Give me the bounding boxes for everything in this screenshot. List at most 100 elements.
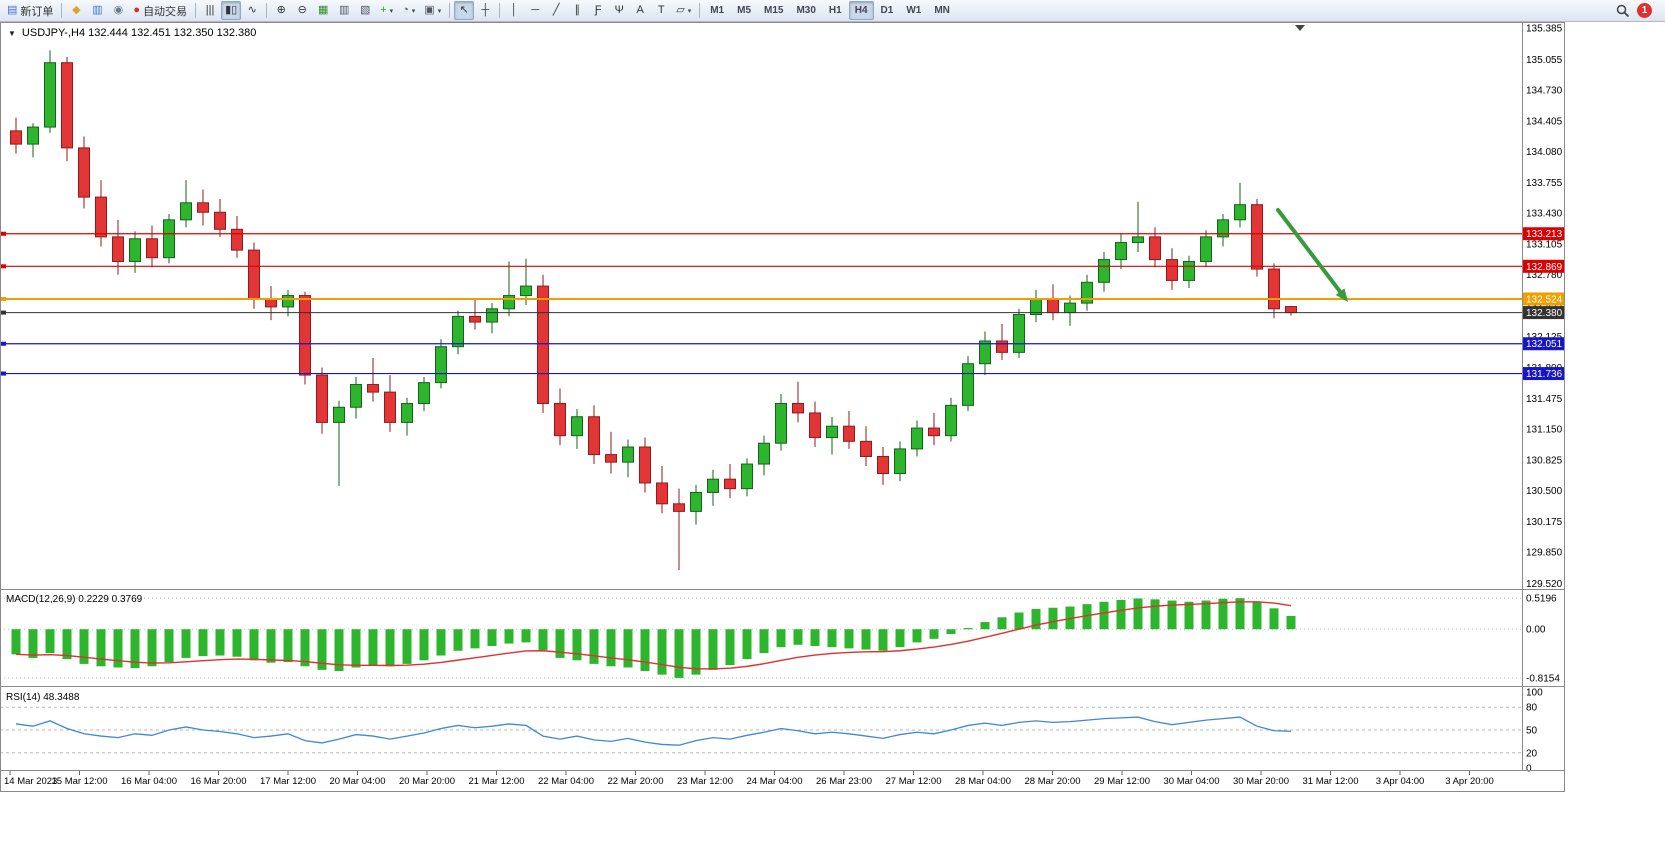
label-icon: T	[657, 4, 665, 16]
macd-histogram-bar	[1269, 608, 1279, 630]
indicators-button[interactable]: + ▾	[376, 1, 397, 20]
market-watch-button[interactable]: ▥	[87, 1, 107, 20]
price-axis-label: 131.475	[1526, 394, 1563, 405]
time-axis-label: 31 Mar 12:00	[1303, 776, 1359, 787]
hline-131.736[interactable]	[0, 371, 1522, 376]
candle-body	[333, 406, 345, 423]
timeframe-d1-button[interactable]: D1	[880, 5, 894, 16]
candle-body	[163, 219, 175, 259]
time-axis-label: 22 Mar 20:00	[608, 776, 664, 787]
mt4-terminal-window: ▤ 新订单 ◆ ▥ ◉ ● 自动交易 ||| ▮▯ ∿ ⊕ ⊖ ▦ ▥ ▧ + ▾ ◔ ▾ ▣ ▾ ↖ ┼ │ ─ ╱ ∥ Ƒ Ψ A T ▱…	[0, 0, 1665, 792]
zoom-out-button[interactable]: ⊖	[292, 1, 312, 20]
candle-body	[639, 446, 651, 484]
crosshair-button[interactable]: ┼	[475, 1, 495, 20]
timeframe-w1-button[interactable]: W1	[906, 5, 922, 16]
new-order-button[interactable]: ▤ 新订单	[3, 1, 57, 20]
candle-body	[1200, 236, 1212, 262]
mql5-community-button[interactable]: ◉	[108, 1, 128, 20]
templates-button[interactable]: ▣ ▾	[420, 1, 445, 20]
macd-panel[interactable]: MACD(12,26,9) 0.2229 0.3769 0.5196 0.00 -0.…	[0, 594, 1560, 685]
shapes-button[interactable]: ▱ ▾	[672, 1, 695, 20]
trendline-button[interactable]: ╱	[546, 1, 566, 20]
macd-histogram-bar	[1065, 606, 1075, 630]
crosshair-icon: ┼	[481, 4, 490, 16]
timeframe-h4-button[interactable]: H4	[848, 1, 874, 20]
vertical-line-button[interactable]: │	[504, 1, 524, 20]
candle-body	[384, 391, 396, 423]
andrews-pitchfork-button[interactable]: Ψ	[609, 1, 629, 20]
candle-body	[894, 448, 906, 475]
chart-shift-marker[interactable]	[1295, 25, 1305, 31]
candle-body	[1251, 204, 1263, 270]
candle-body	[860, 440, 872, 457]
svg-text:132.869: 132.869	[1526, 262, 1563, 273]
cascade-windows-button[interactable]: ▧	[355, 1, 375, 20]
tile-windows-icon: ▥	[338, 4, 350, 16]
candle-body	[877, 455, 889, 475]
hline-132.380[interactable]	[0, 310, 1522, 315]
macd-histogram-bar	[11, 629, 21, 655]
price-badge-132.051: 132.051	[1523, 337, 1565, 351]
candle-body	[758, 442, 770, 465]
hline-132.869[interactable]	[0, 264, 1522, 269]
search-button[interactable]	[1612, 1, 1634, 20]
tile-windows-button[interactable]: ▥	[334, 1, 354, 20]
timeframe-m30-button[interactable]: M30	[796, 5, 816, 16]
timeframe-m15-button[interactable]: M15	[764, 5, 784, 16]
macd-histogram-bar	[640, 629, 650, 672]
periods-button[interactable]: ◔ ▾	[398, 1, 419, 20]
price-axis-label: 130.500	[1526, 486, 1563, 497]
candle-body	[146, 238, 158, 259]
macd-histogram-bar	[28, 629, 38, 658]
toolbar-separator	[61, 3, 63, 18]
candlestick-series	[10, 50, 1297, 571]
candle-body	[911, 427, 923, 450]
candle-body	[741, 463, 753, 490]
one-click-trading-toggle[interactable]: ▼	[8, 28, 16, 38]
fibonacci-icon: Ƒ	[594, 4, 602, 16]
rsi-panel[interactable]: RSI(14) 48.3488 100 80 50 20 0	[0, 688, 1543, 775]
chart-window[interactable]: 135.385 135.055 134.730 134.405 134.080 133.7…	[0, 22, 1565, 792]
chart-canvas[interactable]: 135.385 135.055 134.730 134.405 134.080 133.7…	[0, 22, 1565, 792]
candle-body	[979, 340, 991, 365]
horizontal-line-button[interactable]: ─	[525, 1, 545, 20]
text-icon: A	[636, 4, 644, 16]
hline-133.213[interactable]	[0, 231, 1522, 236]
timeframe-m5-button[interactable]: M5	[737, 5, 752, 16]
line-chart-button[interactable]: ∿	[242, 1, 262, 20]
auto-trading-icon: ●	[133, 4, 141, 16]
text-button[interactable]: A	[630, 1, 650, 20]
label-button[interactable]: T	[651, 1, 671, 20]
macd-histogram-bar	[895, 629, 905, 648]
cursor-button[interactable]: ↖	[454, 1, 475, 20]
candle-body	[350, 384, 362, 408]
timeframe-mn-button[interactable]: MN	[934, 5, 950, 16]
macd-histogram-bar	[504, 629, 514, 644]
candlestick-chart-button[interactable]: ▮▯	[221, 1, 242, 20]
timeframe-m1-button[interactable]: M1	[710, 5, 725, 16]
zoom-in-button[interactable]: ⊕	[271, 1, 291, 20]
channel-button[interactable]: ∥	[567, 1, 587, 20]
hline-132.524[interactable]	[0, 296, 1522, 301]
fibonacci-button[interactable]: Ƒ	[588, 1, 608, 20]
candle-body	[1166, 259, 1178, 281]
price-badge-133.213: 133.213	[1523, 227, 1565, 241]
metaeditor-button[interactable]: ◆	[66, 1, 86, 20]
bar-chart-button[interactable]: |||	[200, 1, 220, 20]
macd-histogram-bar	[1184, 601, 1194, 630]
macd-histogram-bar	[912, 629, 922, 643]
cascade-windows-icon: ▧	[359, 4, 371, 16]
timeframe-h1-button[interactable]: H1	[828, 5, 842, 16]
metaeditor-icon: ◆	[72, 4, 81, 16]
svg-text:132.051: 132.051	[1526, 339, 1563, 350]
notification-badge[interactable]: 1	[1637, 3, 1652, 18]
hline-anchor	[0, 264, 6, 269]
hline-132.051[interactable]	[0, 341, 1522, 346]
macd-histogram-bar	[419, 629, 429, 661]
grid-button[interactable]: ▦	[313, 1, 333, 20]
arrow-annotation[interactable]	[1276, 208, 1348, 302]
auto-trading-button[interactable]: ● 自动交易	[129, 1, 191, 20]
macd-label: MACD(12,26,9) 0.2229 0.3769	[6, 594, 143, 605]
chart-header: ▼ USDJPY-,H4 132.444 132.451 132.350 132…	[8, 27, 256, 39]
